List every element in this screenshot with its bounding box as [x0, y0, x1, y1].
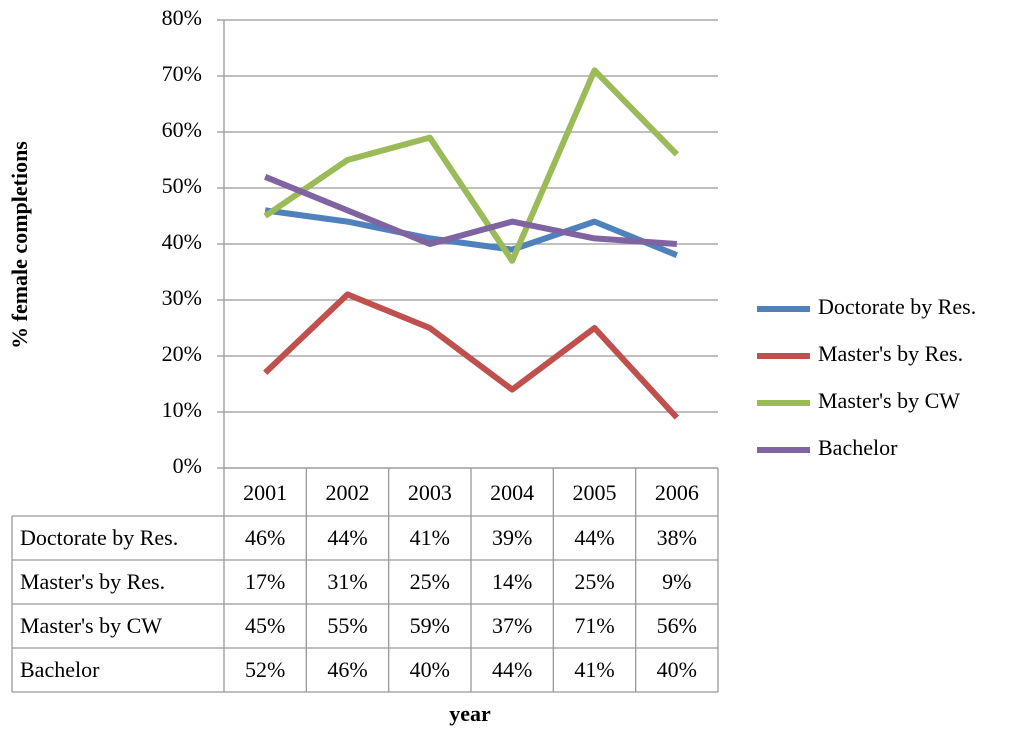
table-row-label: Doctorate by Res. [20, 525, 178, 550]
legend-label: Doctorate by Res. [818, 294, 976, 319]
table-cell: 45% [245, 613, 285, 638]
y-tick-label: 0% [173, 453, 202, 478]
table-cell: 71% [574, 613, 614, 638]
series-line [264, 174, 678, 247]
legend-label: Bachelor [818, 435, 898, 460]
table-row-label: Bachelor [20, 657, 100, 682]
table-row-label: Master's by CW [20, 613, 162, 638]
y-tick-label: 80% [162, 5, 202, 30]
y-tick-label: 70% [162, 61, 202, 86]
series-line [263, 291, 680, 420]
legend-label: Master's by Res. [818, 341, 963, 366]
x-tick-label: 2003 [408, 480, 452, 505]
table-cell: 52% [245, 657, 285, 682]
table-cell: 41% [410, 525, 450, 550]
table-cell: 46% [327, 657, 367, 682]
table-cell: 55% [327, 613, 367, 638]
table-cell: 31% [327, 569, 367, 594]
y-tick-label: 60% [162, 117, 202, 142]
table-cell: 44% [327, 525, 367, 550]
x-axis-label: year [449, 701, 491, 726]
series-line [263, 67, 679, 264]
y-tick-label: 30% [162, 285, 202, 310]
table-cell: 25% [574, 569, 614, 594]
table-cell: 46% [245, 525, 285, 550]
x-tick-label: 2002 [326, 480, 370, 505]
table-cell: 14% [492, 569, 532, 594]
series-line [264, 207, 678, 258]
x-tick-label: 2006 [655, 480, 699, 505]
table-cell: 44% [574, 525, 614, 550]
table-cell: 40% [410, 657, 450, 682]
table-cell: 9% [662, 569, 691, 594]
table-cell: 17% [245, 569, 285, 594]
table-cell: 41% [574, 657, 614, 682]
legend-label: Master's by CW [818, 388, 960, 413]
y-tick-label: 50% [162, 173, 202, 198]
y-tick-label: 20% [162, 341, 202, 366]
x-tick-label: 2001 [243, 480, 287, 505]
table-cell: 40% [657, 657, 697, 682]
table-cell: 39% [492, 525, 532, 550]
table-cell: 38% [657, 525, 697, 550]
table-cell: 56% [657, 613, 697, 638]
x-tick-label: 2005 [573, 480, 617, 505]
y-tick-label: 40% [162, 229, 202, 254]
table-row-label: Master's by Res. [20, 569, 165, 594]
table-cell: 59% [410, 613, 450, 638]
x-tick-label: 2004 [490, 480, 534, 505]
table-cell: 44% [492, 657, 532, 682]
y-tick-label: 10% [162, 397, 202, 422]
table-cell: 37% [492, 613, 532, 638]
y-axis-label: % female completions [7, 141, 32, 349]
table-cell: 25% [410, 569, 450, 594]
